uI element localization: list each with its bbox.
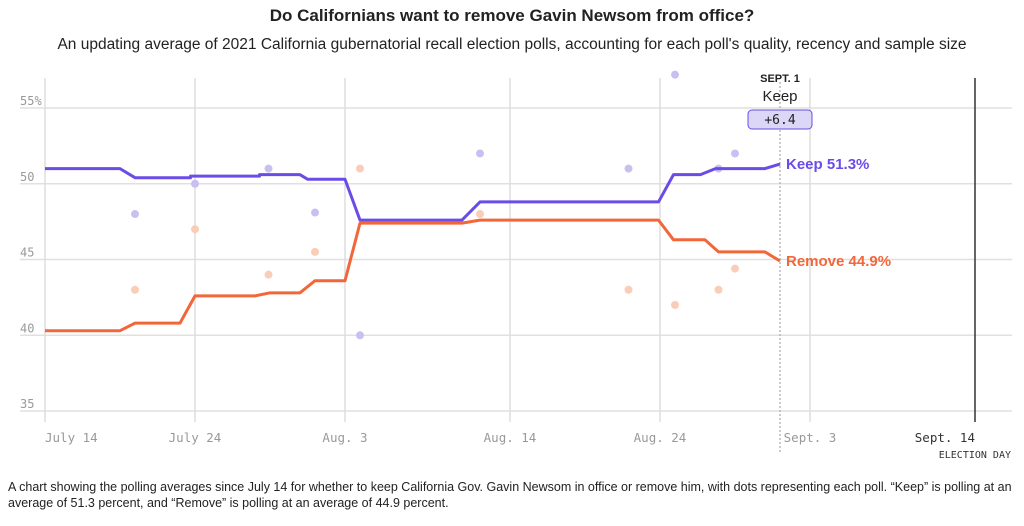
remove-end-label: Remove 44.9% bbox=[786, 253, 891, 270]
y-tick-label: 35 bbox=[20, 397, 34, 411]
chart-title: Do Californians want to remove Gavin New… bbox=[269, 6, 755, 25]
remove-poll-dot bbox=[624, 285, 633, 294]
x-tick-label: Aug. 24 bbox=[634, 430, 687, 445]
keep-poll-dot bbox=[671, 70, 679, 79]
chart-subtitle: An updating average of 2021 California g… bbox=[57, 36, 967, 53]
x-tick-label: Aug. 3 bbox=[322, 430, 367, 445]
leader-label: Keep bbox=[762, 88, 797, 105]
x-tick-sublabel: ELECTION DAY bbox=[939, 450, 1011, 461]
chart-caption: A chart showing the polling averages sin… bbox=[8, 480, 1012, 510]
remove-poll-dot bbox=[714, 285, 723, 294]
remove-poll-dot bbox=[311, 247, 319, 256]
keep-end-label: Keep 51.3% bbox=[786, 156, 869, 173]
y-tick-label: 45 bbox=[20, 246, 34, 260]
remove-poll-dot bbox=[264, 270, 273, 279]
keep-poll-dot bbox=[356, 331, 364, 340]
margin-value: +6.4 bbox=[764, 113, 795, 128]
keep-poll-dot bbox=[264, 164, 273, 173]
remove-poll-dot bbox=[356, 164, 364, 173]
x-tick-label: Sept. 3 bbox=[784, 430, 837, 445]
x-tick-label: July 24 bbox=[169, 430, 222, 445]
keep-poll-dot bbox=[624, 164, 633, 173]
remove-poll-dot bbox=[476, 210, 484, 219]
y-tick-label: 40 bbox=[20, 321, 34, 335]
remove-average-line bbox=[45, 218, 781, 333]
y-tick-label: 50 bbox=[20, 170, 34, 184]
keep-average-line bbox=[45, 162, 781, 222]
current-date-label: SEPT. 1 bbox=[760, 73, 800, 85]
y-tick-label: 55% bbox=[20, 94, 42, 108]
keep-poll-dot bbox=[311, 208, 319, 217]
x-tick-label: Sept. 14 bbox=[915, 430, 975, 445]
x-tick-label: July 14 bbox=[45, 430, 98, 445]
x-tick-label: Aug. 14 bbox=[484, 430, 537, 445]
keep-poll-dot bbox=[476, 149, 484, 158]
margin-badge bbox=[747, 109, 813, 130]
chart-area: 55% 50 45 40 35 July 14 July 24 Aug. 3 Aug. 14 Au… bbox=[20, 70, 1012, 461]
remove-poll-dot bbox=[131, 285, 139, 294]
remove-poll-dot bbox=[731, 264, 739, 273]
keep-poll-dot bbox=[731, 149, 739, 158]
remove-poll-dot bbox=[191, 225, 199, 234]
keep-poll-dot bbox=[131, 210, 139, 219]
keep-poll-dot bbox=[191, 179, 199, 188]
remove-poll-dot bbox=[671, 300, 679, 309]
